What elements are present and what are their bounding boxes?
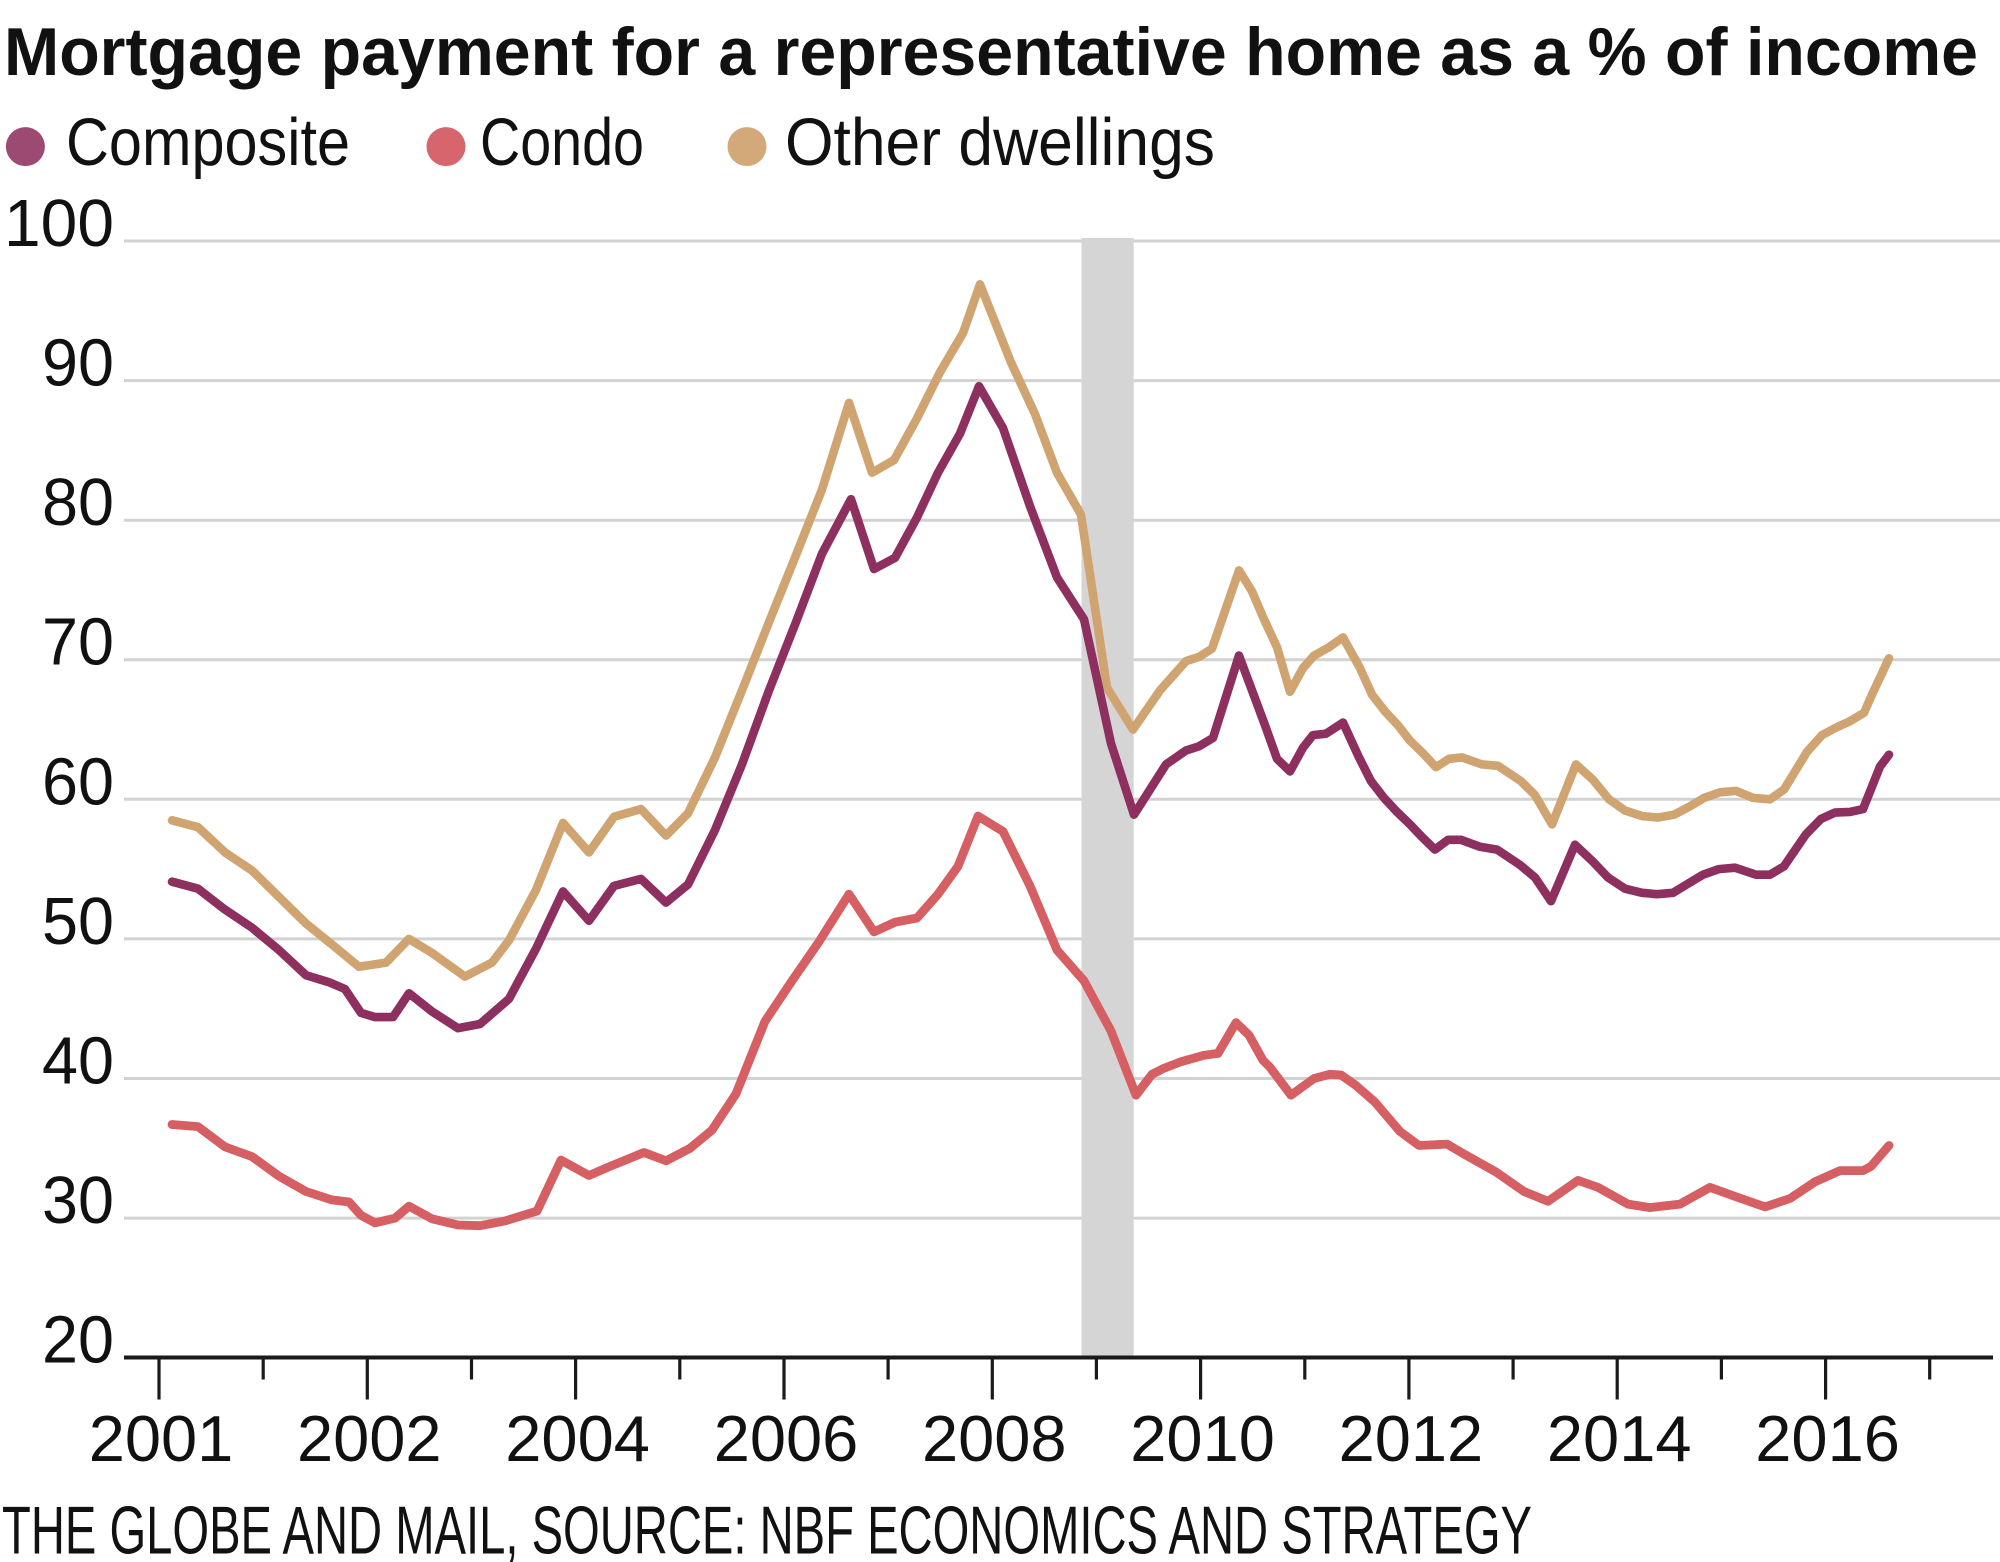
- svg-text:60: 60: [42, 744, 114, 819]
- svg-text:80: 80: [42, 465, 114, 540]
- svg-text:Composite: Composite: [66, 105, 350, 180]
- svg-text:Condo: Condo: [480, 105, 644, 180]
- svg-text:2010: 2010: [1130, 1402, 1275, 1475]
- svg-text:Other dwellings: Other dwellings: [785, 105, 1215, 180]
- svg-text:2008: 2008: [922, 1402, 1067, 1475]
- svg-text:50: 50: [42, 884, 114, 959]
- svg-text:90: 90: [42, 326, 114, 401]
- svg-text:2001: 2001: [89, 1402, 234, 1475]
- svg-text:2004: 2004: [505, 1402, 650, 1475]
- svg-text:2006: 2006: [714, 1402, 859, 1475]
- svg-text:40: 40: [42, 1024, 114, 1099]
- svg-text:2002: 2002: [297, 1402, 442, 1475]
- svg-text:THE GLOBE AND MAIL, SOURCE: NB: THE GLOBE AND MAIL, SOURCE: NBF ECONOMIC…: [2, 1493, 1532, 1562]
- svg-text:2016: 2016: [1755, 1402, 1900, 1475]
- svg-text:70: 70: [42, 605, 114, 680]
- svg-text:2012: 2012: [1339, 1402, 1484, 1475]
- svg-text:30: 30: [42, 1163, 114, 1238]
- svg-text:Mortgage payment for a represe: Mortgage payment for a representative ho…: [4, 14, 1978, 90]
- svg-text:20: 20: [42, 1303, 114, 1378]
- svg-text:2014: 2014: [1547, 1402, 1692, 1475]
- svg-text:100: 100: [4, 186, 114, 261]
